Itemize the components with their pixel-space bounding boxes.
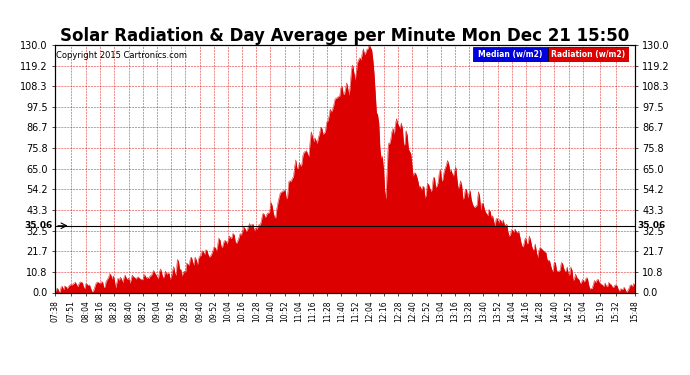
Text: 35.06: 35.06 <box>638 221 666 230</box>
Text: Copyright 2015 Cartronics.com: Copyright 2015 Cartronics.com <box>57 51 188 60</box>
Title: Solar Radiation & Day Average per Minute Mon Dec 21 15:50: Solar Radiation & Day Average per Minute… <box>61 27 629 45</box>
Text: 35.06: 35.06 <box>24 221 52 230</box>
